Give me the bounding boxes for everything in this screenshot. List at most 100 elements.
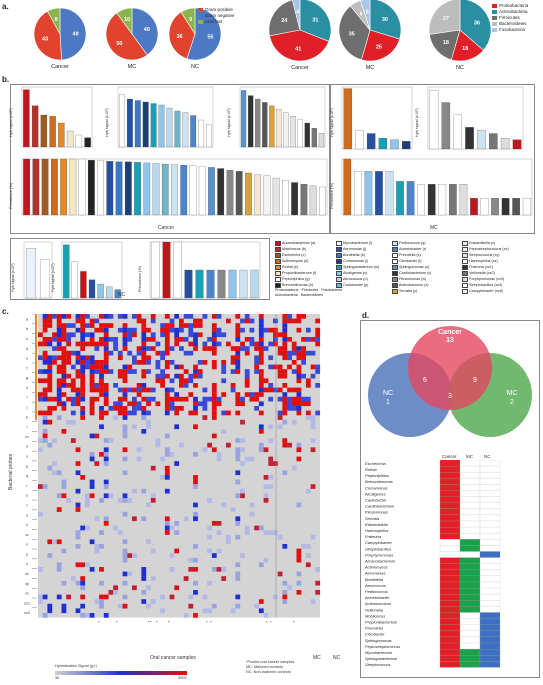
heatmap-cell — [230, 387, 236, 393]
heatmap-cell — [235, 355, 241, 361]
heatmap-cell — [193, 516, 198, 522]
heatmap-cell — [305, 396, 311, 402]
heatmap-cell — [235, 470, 241, 476]
heatmap-cell — [202, 360, 208, 365]
heatmap-cell — [183, 383, 189, 388]
heatmap-cell — [66, 419, 71, 425]
heatmap-cell — [66, 337, 71, 342]
heatmap-cell — [169, 401, 175, 407]
heatmap-cell — [211, 337, 217, 342]
genus-name: Rothia — [365, 467, 377, 472]
heatmap-cell — [193, 383, 198, 388]
heatmap-cell — [85, 613, 90, 618]
heatmap-cell — [38, 341, 43, 347]
genus-name: Haemophilus — [365, 528, 388, 533]
heatmap-cell — [193, 346, 198, 351]
bar — [88, 279, 96, 299]
bar — [49, 116, 56, 148]
heatmap-cell — [75, 580, 81, 586]
heatmap-cell — [117, 387, 123, 393]
heatmap-cell — [150, 318, 156, 324]
heatmap-cell — [254, 364, 259, 370]
heatmap-cell — [305, 415, 311, 420]
heatmap-cell — [258, 337, 264, 342]
heatmap-cell — [305, 410, 311, 416]
heatmap-cell — [226, 442, 231, 448]
presence-cell — [479, 496, 501, 503]
heatmap-cell — [117, 327, 123, 333]
heatmap-cell — [315, 318, 321, 324]
heatmap-cell — [47, 373, 53, 379]
heatmap-cell — [282, 544, 288, 549]
bar — [50, 158, 58, 216]
genus-name: Serratia — [365, 516, 380, 521]
pie-slice — [428, 0, 461, 35]
presence-cell — [459, 557, 481, 564]
table-col-mc: MC — [466, 454, 473, 459]
heatmap-cell — [103, 461, 109, 466]
bar — [406, 181, 415, 216]
presence-cell — [479, 478, 501, 485]
presence-cell — [479, 648, 501, 656]
heatmap-cell — [254, 341, 259, 347]
heatmap-cell — [254, 603, 259, 609]
bar — [449, 184, 457, 216]
presence-cell — [479, 465, 501, 473]
heatmap-cell — [99, 337, 104, 342]
heatmap-cell — [193, 332, 198, 338]
bar — [245, 172, 252, 216]
pie-slice-label: 18 — [462, 46, 468, 52]
heatmap-cell — [291, 406, 297, 411]
pooled-sample-marker: * — [266, 620, 268, 625]
bar — [60, 158, 67, 216]
heatmap-cell — [89, 452, 95, 457]
heatmap-cell — [258, 350, 264, 356]
heatmap-cell — [193, 318, 198, 324]
mc-axis-label: MC — [313, 655, 321, 661]
genus-name: Veillonella — [365, 607, 384, 612]
heatmap-cell — [174, 364, 180, 370]
bar — [198, 166, 206, 216]
heatmap-cell — [113, 406, 118, 411]
heatmap-cell — [108, 493, 114, 499]
genus-name: Bordetella — [365, 577, 384, 582]
heatmap-cell — [164, 410, 170, 416]
heatmap-cell — [169, 318, 175, 324]
heatmap-cell — [263, 327, 269, 333]
presence-cell — [439, 600, 461, 607]
presence-cell — [479, 630, 501, 638]
heatmap-cell — [305, 401, 311, 407]
pie-slice-label: 50 — [116, 41, 122, 47]
bar — [25, 248, 37, 299]
heatmap-cell — [70, 576, 76, 581]
heatmap-cell — [211, 346, 217, 351]
heatmap-cell — [193, 410, 198, 416]
heatmap-cell — [80, 410, 86, 416]
heatmap-cell — [169, 346, 175, 351]
heatmap-cell — [169, 406, 175, 411]
heatmap-cell — [103, 387, 109, 393]
probe-group-label: e — [26, 357, 28, 361]
genus-name: Mycobacterium — [365, 650, 393, 655]
heatmap-cell — [99, 544, 104, 549]
heatmap-cell — [235, 401, 241, 407]
heatmap-cell — [249, 456, 255, 462]
heatmap-cell — [47, 553, 53, 558]
bar — [491, 198, 499, 216]
heatmap-cell — [38, 392, 43, 397]
presence-cell — [479, 514, 501, 522]
heatmap-cell — [160, 355, 165, 361]
presence-cell — [439, 581, 461, 589]
heatmap-cell — [282, 438, 288, 443]
heatmap-y-axis-label: Bacterial probes — [8, 453, 14, 490]
heatmap-cell — [235, 346, 241, 351]
presence-cell — [439, 624, 461, 631]
heatmap-cell — [235, 603, 241, 609]
bar — [240, 90, 247, 148]
heatmap-cell — [146, 369, 151, 374]
pie-slice-label: 43 — [42, 36, 48, 42]
heatmap-cell — [56, 594, 62, 600]
genus-legend-col1: Arcanobacterium (a) Mobiluncus (b) Esche… — [275, 241, 316, 289]
heatmap-cell — [66, 323, 71, 328]
heatmap-cell — [268, 383, 274, 388]
